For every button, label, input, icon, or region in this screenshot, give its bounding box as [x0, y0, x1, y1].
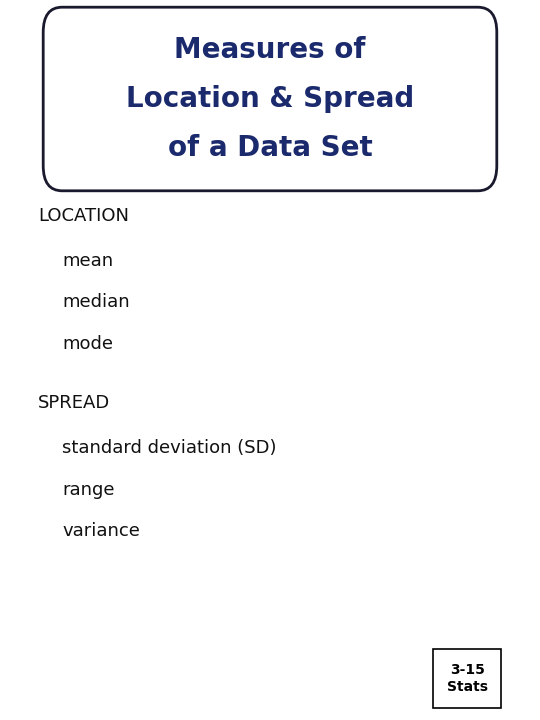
Text: LOCATION: LOCATION	[38, 207, 129, 225]
Text: Measures of: Measures of	[174, 37, 366, 64]
Text: 3-15
Stats: 3-15 Stats	[447, 662, 488, 694]
FancyBboxPatch shape	[434, 649, 501, 708]
Text: of a Data Set: of a Data Set	[167, 135, 373, 162]
Text: mean: mean	[62, 251, 113, 269]
FancyBboxPatch shape	[43, 7, 497, 191]
Text: mode: mode	[62, 335, 113, 353]
Text: SPREAD: SPREAD	[38, 395, 110, 412]
Text: standard deviation (SD): standard deviation (SD)	[62, 438, 276, 456]
Text: Location & Spread: Location & Spread	[126, 86, 414, 113]
Text: variance: variance	[62, 523, 140, 540]
Text: median: median	[62, 294, 130, 311]
Text: range: range	[62, 481, 114, 498]
